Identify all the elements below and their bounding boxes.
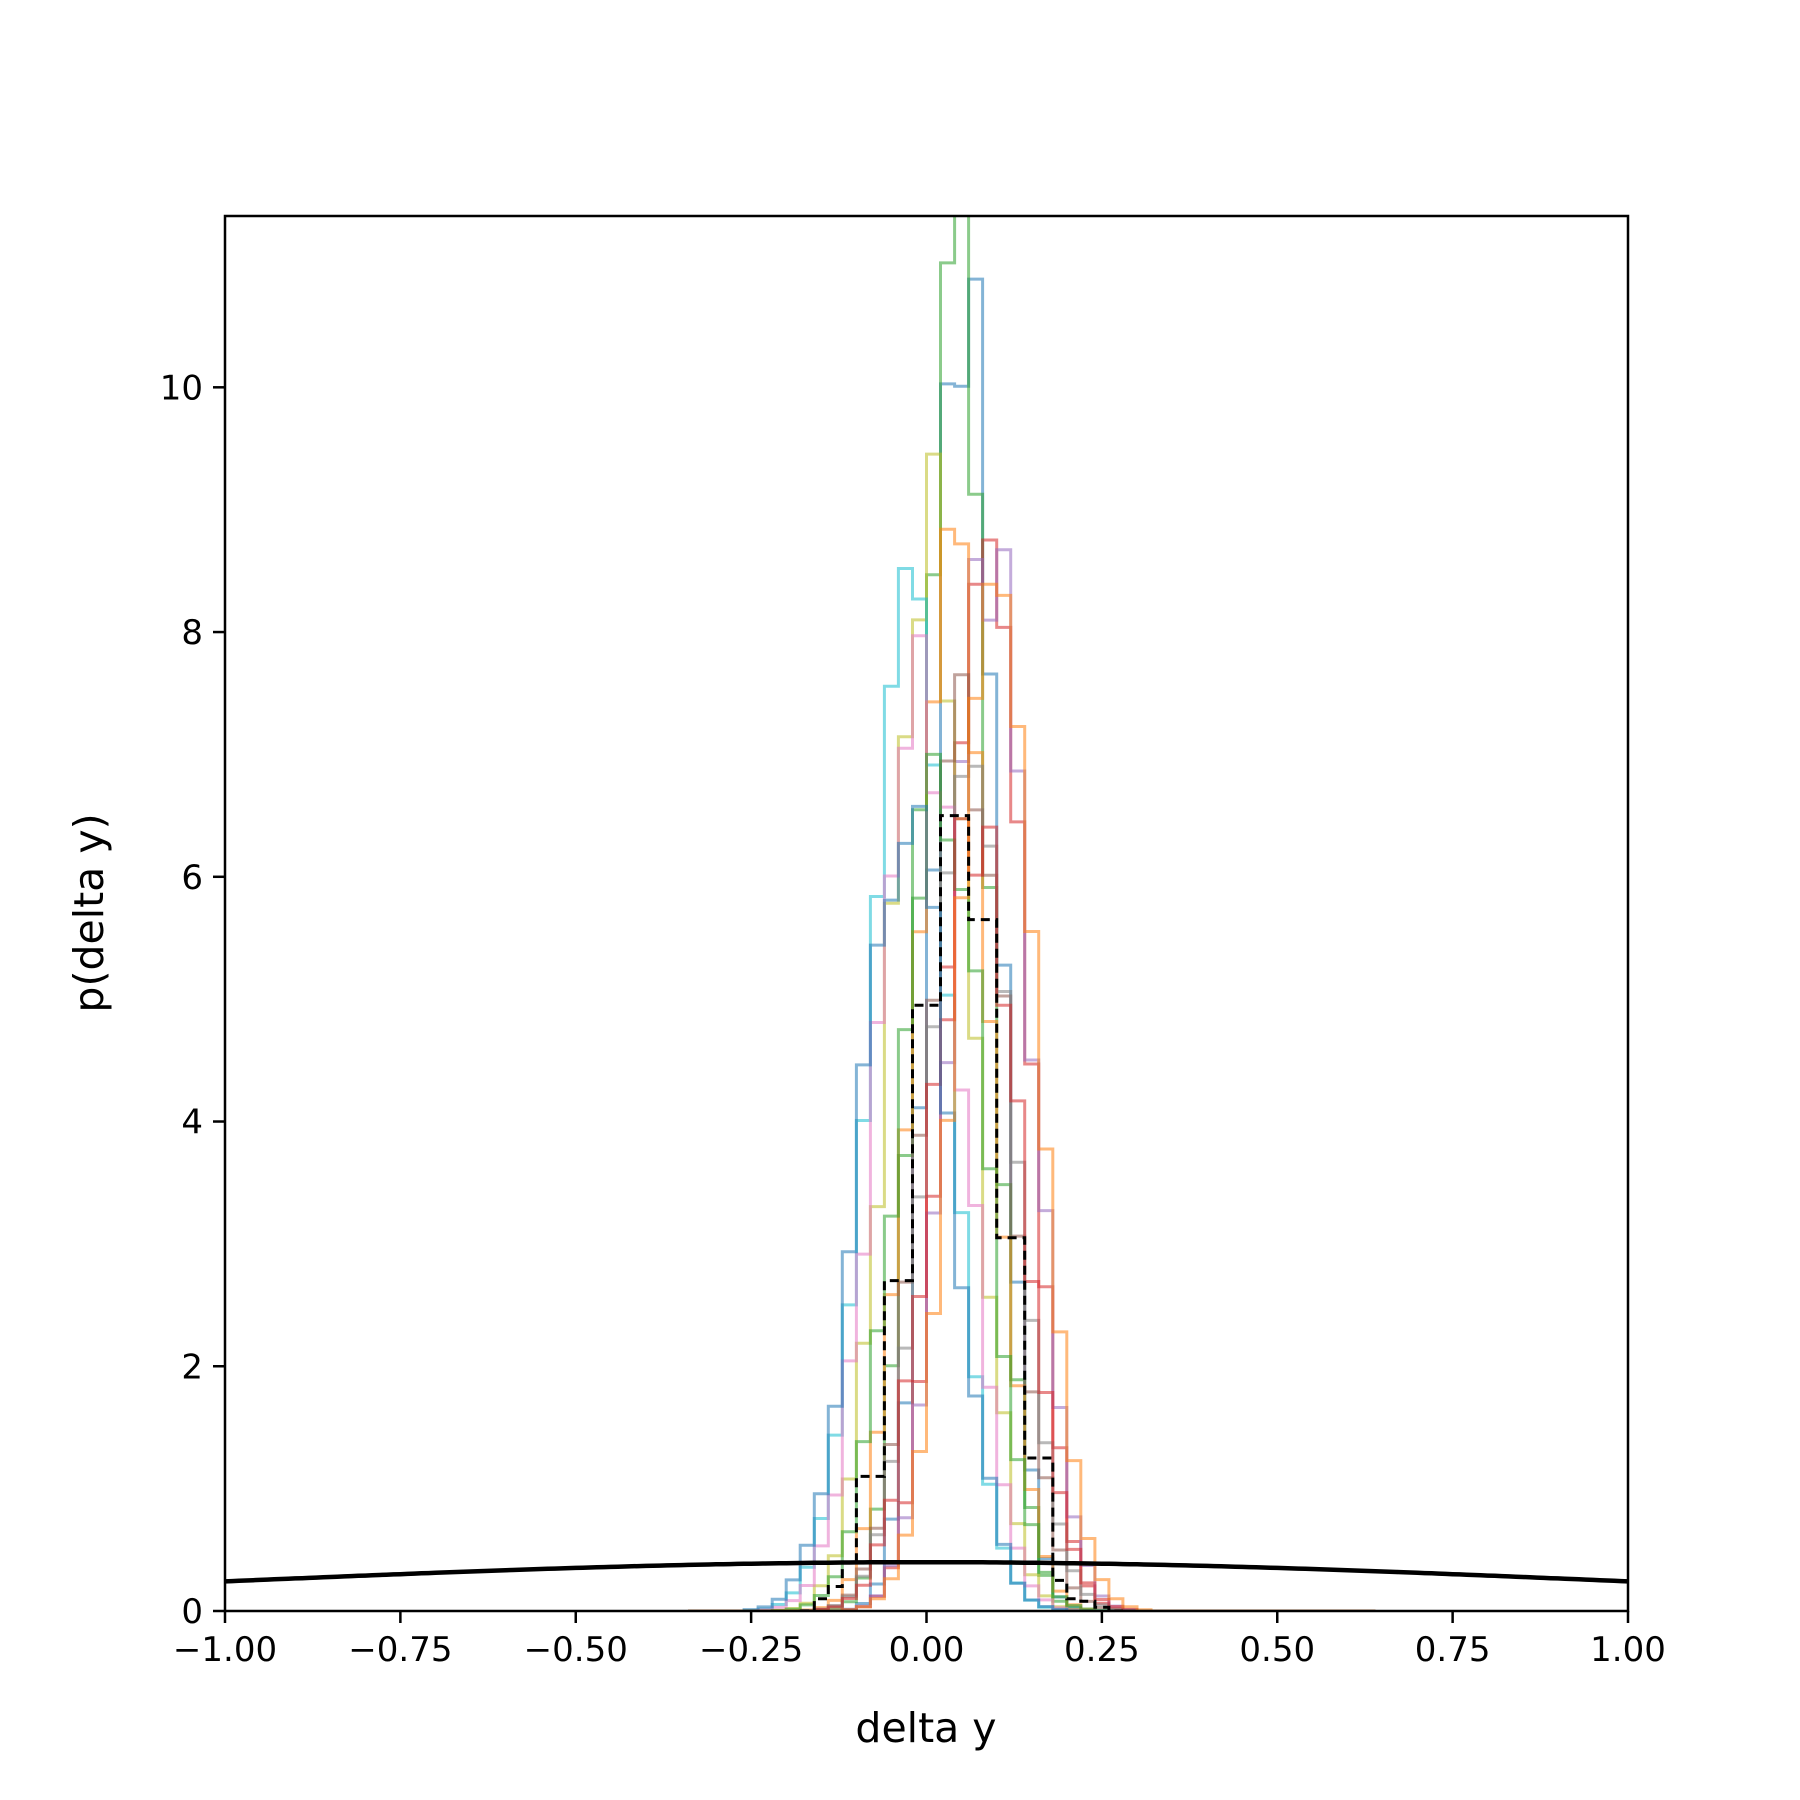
y-tick-label: 0 (181, 1592, 203, 1632)
x-tick-label: 0.00 (889, 1630, 965, 1670)
x-tick-label: −0.75 (348, 1630, 452, 1670)
histogram-series-12 (688, 817, 1376, 1611)
x-tick-label: −0.25 (699, 1630, 803, 1670)
y-axis-label: p(delta y) (65, 813, 113, 1012)
y-tick-label: 10 (160, 368, 203, 408)
y-tick-label: 4 (181, 1103, 203, 1143)
x-tick-label: 0.25 (1064, 1630, 1140, 1670)
y-tick-label: 2 (181, 1347, 203, 1387)
histogram-series-8 (688, 634, 1376, 1611)
x-tick-label: −1.00 (173, 1630, 277, 1670)
x-axis: −1.00 −0.75 −0.50 −0.25 0.00 0.25 0.50 0.75 1.00 (173, 1611, 1666, 1670)
y-axis: 0 2 4 6 8 10 (160, 368, 225, 1632)
x-tick-label: 0.75 (1415, 1630, 1491, 1670)
histogram-series-13 (688, 804, 1376, 1611)
y-tick-label: 6 (181, 858, 203, 898)
reference-gaussian-curve (225, 1559, 1628, 1584)
histogram-series-14 (688, 582, 1376, 1611)
x-tick-label: 1.00 (1590, 1630, 1666, 1670)
x-tick-label: −0.50 (524, 1630, 628, 1670)
x-tick-label: 0.50 (1239, 1630, 1315, 1670)
histogram-series-7 (688, 527, 1376, 1611)
y-tick-label: 8 (181, 613, 203, 653)
plot-area (225, 216, 1628, 1611)
x-axis-label: delta y (855, 1704, 996, 1752)
